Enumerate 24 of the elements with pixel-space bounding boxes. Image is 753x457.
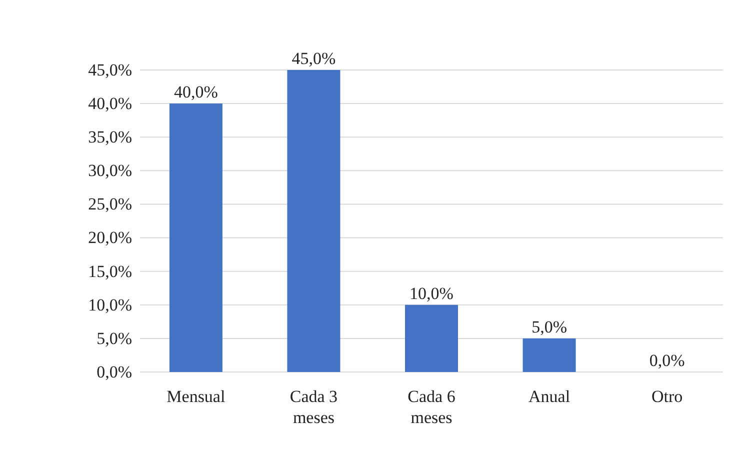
x-tick-label: Mensual: [166, 387, 226, 406]
x-tick-label: Otro: [651, 387, 683, 406]
y-tick-label: 15,0%: [88, 262, 132, 281]
y-tick-label: 30,0%: [88, 161, 132, 180]
y-tick-label: 10,0%: [88, 295, 132, 314]
y-tick-label: 20,0%: [88, 228, 132, 248]
data-label: 10,0%: [410, 284, 454, 303]
data-label: 5,0%: [532, 317, 567, 336]
x-tick-label: Cada 6 meses: [408, 387, 456, 427]
bar: [287, 70, 340, 372]
y-tick-label: 35,0%: [88, 128, 132, 147]
bar: [169, 104, 222, 372]
x-tick-label: Cada 3 meses: [290, 387, 338, 427]
y-tick-label: 0,0%: [96, 362, 132, 382]
y-tick-label: 25,0%: [88, 194, 132, 214]
data-label: 0,0%: [649, 351, 685, 370]
y-tick-label: 40,0%: [88, 94, 132, 113]
data-label: 45,0%: [292, 49, 336, 68]
y-tick-label: 5,0%: [96, 328, 132, 348]
data-label: 40,0%: [174, 82, 218, 102]
x-tick-label: Anual: [528, 387, 570, 406]
bar: [405, 304, 458, 372]
bar: [522, 338, 576, 372]
y-tick-label: 45,0%: [88, 60, 132, 80]
